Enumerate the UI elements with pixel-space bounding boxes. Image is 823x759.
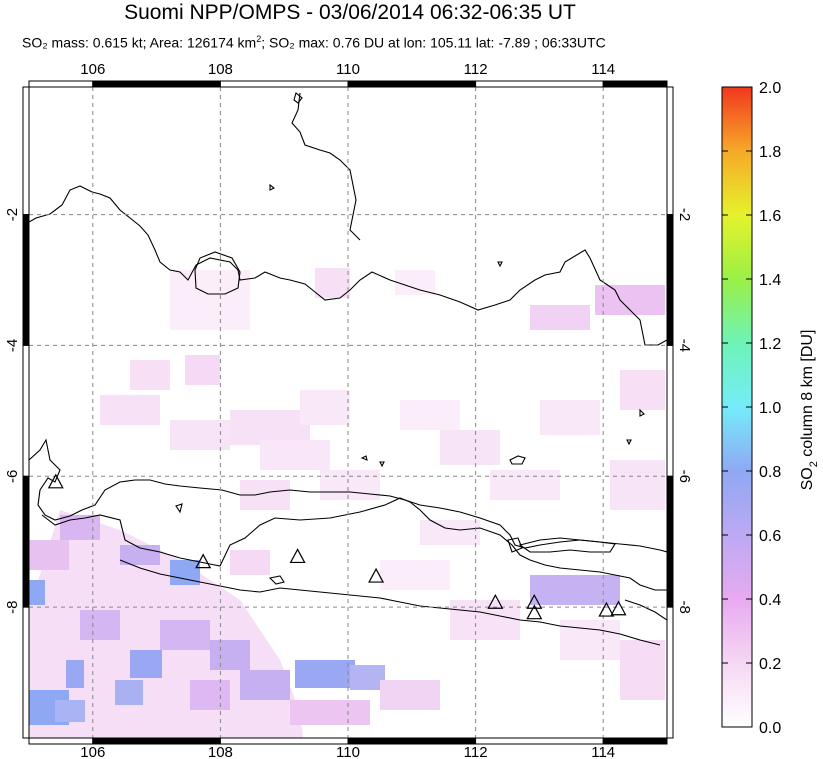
- frame-bar-top: [219, 80, 349, 88]
- colorbar-tick-label: 0.8: [759, 464, 781, 481]
- so2-pixel-field: [29, 268, 665, 738]
- frame-bar-top: [92, 80, 221, 88]
- colorbar-tick-label: 0.2: [759, 656, 781, 673]
- volcano-triangle-icon: [487, 593, 504, 609]
- volcano-triangle-icon: [195, 553, 212, 569]
- lon-tick-label-top: 114: [591, 61, 615, 78]
- frame-bar-right: [666, 475, 674, 608]
- frame-bar-bottom: [92, 737, 221, 745]
- colorbar-tick-label: 0.4: [759, 592, 781, 609]
- lat-tick-label-right: -4: [676, 339, 693, 352]
- colorbar-tick-label: 1.0: [759, 400, 781, 417]
- lon-tick-label-top: 110: [336, 61, 360, 78]
- so2-max-text: ; SO₂ max: 0.76 DU at lon: 105.11 lat: -…: [261, 34, 606, 51]
- lat-tick-label-right: -8: [676, 600, 693, 613]
- colorbar: 0.0 0.2 0.4 0.6 0.8 1.0 1.2 1.4 1.6 1.8 2.0: [721, 80, 781, 737]
- frame-bar-top: [602, 80, 668, 88]
- frame-bar-left: [22, 606, 30, 739]
- area-text: ; Area: 126174 km: [142, 34, 257, 51]
- lon-tick-label-bottom: 112: [464, 744, 488, 759]
- area-unit-sup: 2: [256, 34, 262, 44]
- colorbar-tick-label: 1.6: [759, 208, 781, 225]
- lon-tick-label-top: 112: [464, 61, 488, 78]
- volcano-triangle-icon: [47, 473, 64, 489]
- lon-tick-label-bottom: 110: [336, 744, 360, 759]
- lon-tick-label-top: 108: [208, 61, 233, 78]
- volcano-triangle-icon: [368, 567, 385, 583]
- colorbar-tick-label: 0.0: [759, 720, 781, 737]
- lat-tick-label-left: -6: [4, 470, 21, 483]
- lon-tick-label-bottom: 108: [208, 744, 233, 759]
- colorbar-tick-label: 1.4: [759, 272, 781, 289]
- colorbar-tick-label: 0.6: [759, 528, 781, 545]
- frame-bar-bottom: [219, 737, 349, 745]
- frame-bar-right: [666, 606, 674, 739]
- volcano-triangle-icon: [610, 600, 627, 616]
- axis-tick-labels: 106 106 108 108 110 110 112 112 114 114 -2 -2 -4 -4 -6…: [4, 61, 693, 759]
- frame-bar-left: [22, 214, 30, 346]
- lat-tick-label-left: -8: [4, 600, 21, 613]
- colorbar-tick-label: 1.8: [759, 144, 781, 161]
- so2-mass-text: SO₂ mass: 0.615 kt: [22, 34, 143, 51]
- map-title: Suomi NPP/OMPS - 03/06/2014 06:32-06:35 …: [124, 1, 576, 24]
- coastlines: [29, 92, 667, 646]
- frame-bar-right: [666, 86, 674, 216]
- lat-tick-label-right: -6: [676, 470, 693, 483]
- frame-bar-bottom: [475, 737, 604, 745]
- lat-tick-label-left: -4: [4, 339, 21, 352]
- lon-tick-label-bottom: 106: [80, 744, 105, 759]
- map-border: [28, 86, 668, 739]
- map-subtitle: SO₂ mass: 0.615 kt; Area: 126174 km2; SO…: [22, 34, 606, 51]
- volcano-triangle-icon: [526, 593, 543, 609]
- volcano-triangle-icon: [289, 548, 306, 564]
- colorbar-tick-label: 1.2: [759, 336, 781, 353]
- frame-bar-top: [347, 80, 477, 88]
- graticule: [29, 87, 667, 738]
- lon-tick-label-top: 106: [80, 61, 105, 78]
- lat-tick-label-left: -2: [4, 208, 21, 221]
- frame-bar-left: [22, 475, 30, 608]
- colorbar-label: SO2 column 8 km [DU]: [799, 330, 820, 491]
- frame-bar-left: [22, 344, 30, 477]
- volcano-triangle-icon: [598, 601, 615, 617]
- volcano-markers: [47, 473, 627, 620]
- frame-bar-bottom: [347, 737, 477, 745]
- colorbar-tick-label: 2.0: [759, 80, 781, 97]
- frame-bar-left: [22, 86, 30, 216]
- lat-tick-label-right: -2: [676, 208, 693, 221]
- map-frame: [22, 80, 674, 745]
- frame-bar-top: [475, 80, 604, 88]
- frame-bar-right: [666, 344, 674, 477]
- frame-bar-top: [28, 80, 94, 88]
- lon-tick-label-bottom: 114: [591, 744, 615, 759]
- volcano-triangle-icon: [526, 604, 543, 620]
- frame-bar-right: [666, 214, 674, 346]
